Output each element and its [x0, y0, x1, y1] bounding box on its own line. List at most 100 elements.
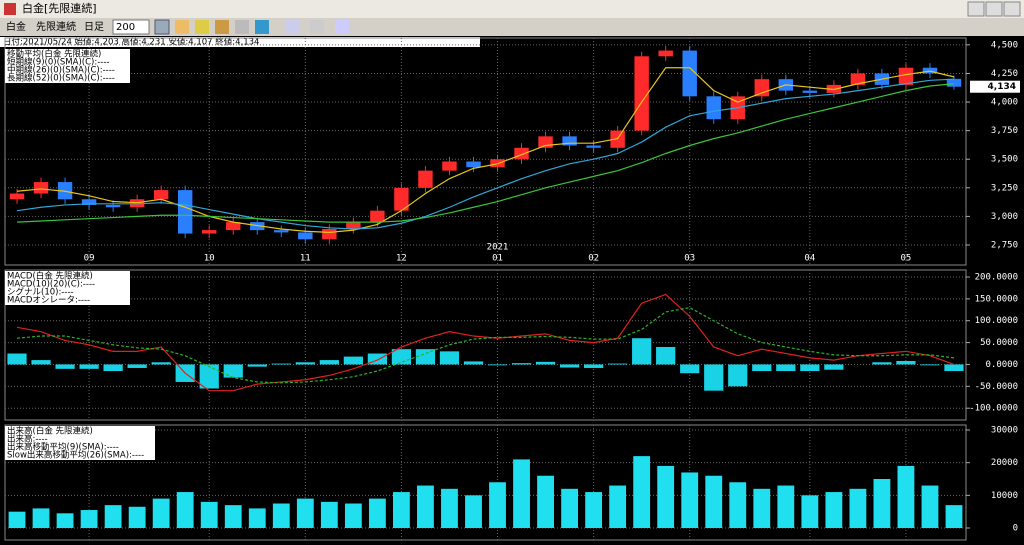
y-tick-label: 3,000 [991, 212, 1018, 222]
volume-bar [104, 505, 122, 529]
volume-bar [176, 492, 194, 529]
legend-entry: Slow出来高移動平均(26)(SMA):---- [7, 450, 144, 461]
tool-icon[interactable] [335, 20, 349, 34]
info-text: 日付:2021/05/24 始値:4,203 高値:4,231 安値:4,107… [3, 37, 259, 48]
close-button[interactable] [1003, 1, 1021, 17]
y-tick-label: 4,250 [991, 69, 1018, 79]
toolbar-icons[interactable] [154, 19, 349, 35]
volume-bar [200, 501, 218, 529]
candle-body [202, 230, 217, 234]
x-tick-label: 03 [684, 254, 695, 264]
x-tick-label: 11 [300, 254, 311, 264]
legend-entry: シグナル(10):---- [7, 287, 74, 298]
histogram-bar [704, 364, 724, 391]
histogram-bar [896, 360, 916, 365]
maximize-button[interactable] [985, 1, 1003, 17]
volume-bar [393, 492, 410, 529]
last-price-label: 4,134 [988, 82, 1016, 92]
title-bar [0, 0, 1024, 18]
histogram-bar [680, 364, 700, 374]
histogram-bar [584, 364, 604, 368]
y-tick-label: 100.0000 [975, 316, 1018, 326]
tool-icon[interactable] [235, 20, 249, 34]
volume-bar [897, 465, 915, 529]
year-label: 2021 [487, 243, 509, 253]
volume-bar [441, 488, 458, 529]
x-tick-label: 05 [901, 254, 912, 264]
histogram-bar [247, 364, 267, 367]
volume-bar [489, 482, 506, 529]
legend-entry: 中期線(26)(0)(SMA)(C):---- [7, 65, 115, 76]
histogram-bar [776, 364, 796, 372]
volume-bar [825, 492, 843, 529]
volume-bar [585, 492, 603, 529]
tool-icon[interactable] [255, 20, 269, 34]
volume-bar [849, 488, 867, 529]
contract[interactable]: 先限連続 [36, 20, 76, 33]
legend-box [5, 271, 130, 305]
candle-body [9, 193, 25, 200]
x-tick-label: 01 [492, 254, 503, 264]
volume-bar [224, 505, 242, 529]
legend-entry: MACD(白金 先限連続) [7, 271, 93, 282]
y-tick-label: 0 [1013, 524, 1018, 534]
volume-bar [368, 498, 386, 529]
count-input[interactable] [112, 19, 150, 35]
candle-body [682, 50, 697, 97]
histogram-bar [223, 364, 243, 378]
histogram-bar [127, 364, 147, 368]
candle-body [562, 136, 577, 146]
y-tick-label: 2,750 [991, 240, 1018, 250]
volume-bar [633, 456, 651, 529]
volume-bar [705, 475, 723, 529]
candle-body [177, 190, 193, 234]
histogram-bar [559, 364, 580, 368]
tool-icon[interactable] [215, 20, 229, 34]
tool-icon[interactable] [175, 20, 189, 34]
tool-icon[interactable] [195, 20, 209, 34]
legend-entry: 出来高移動平均(9)(SMA):---- [7, 442, 119, 453]
histogram-bar [319, 360, 339, 365]
volume-bar [873, 479, 891, 529]
histogram-bar [487, 364, 508, 366]
app-icon [4, 3, 16, 15]
candle-body [634, 56, 649, 131]
volume-bar [8, 511, 26, 529]
series-line [16, 83, 955, 223]
volume-bar [729, 482, 747, 529]
histogram-bar [199, 364, 219, 389]
candle-body [658, 50, 673, 57]
legend-entry: 短期線(9)(0)(SMA)(C):---- [7, 57, 109, 68]
candle-body [370, 210, 385, 223]
y-tick-label: 0.0000 [985, 360, 1018, 370]
y-tick-label: 10000 [991, 491, 1018, 501]
histogram-bar [608, 363, 628, 365]
histogram-bar [824, 364, 844, 370]
volume-bar [753, 488, 771, 529]
x-tick-label: 09 [84, 254, 95, 264]
period-select[interactable]: 日足 [84, 21, 104, 33]
legend-entry: MACDオシレータ:---- [7, 296, 90, 306]
tool-icon[interactable] [154, 19, 170, 35]
volume-bar [561, 488, 578, 529]
candle-body [850, 73, 866, 85]
candle-body [153, 190, 169, 200]
legend-entry: 出来高(白金 先限連続) [7, 426, 93, 437]
minimize-button[interactable] [967, 1, 985, 17]
histogram-bar [535, 361, 556, 365]
candle-body [394, 187, 409, 211]
window-buttons[interactable] [967, 1, 1021, 17]
histogram-bar [944, 364, 964, 372]
histogram-bar [7, 353, 27, 365]
legend-box [5, 426, 155, 460]
y-tick-label: 30000 [991, 425, 1018, 435]
histogram-bar [752, 364, 772, 372]
commodity[interactable]: 白金 [6, 20, 26, 33]
volume-bar [320, 501, 338, 529]
tool-icon[interactable] [310, 20, 324, 34]
tool-icon[interactable] [285, 20, 299, 34]
candle-body [442, 161, 457, 171]
toolbar [0, 18, 1024, 36]
count-value[interactable]: 200 [116, 22, 135, 33]
